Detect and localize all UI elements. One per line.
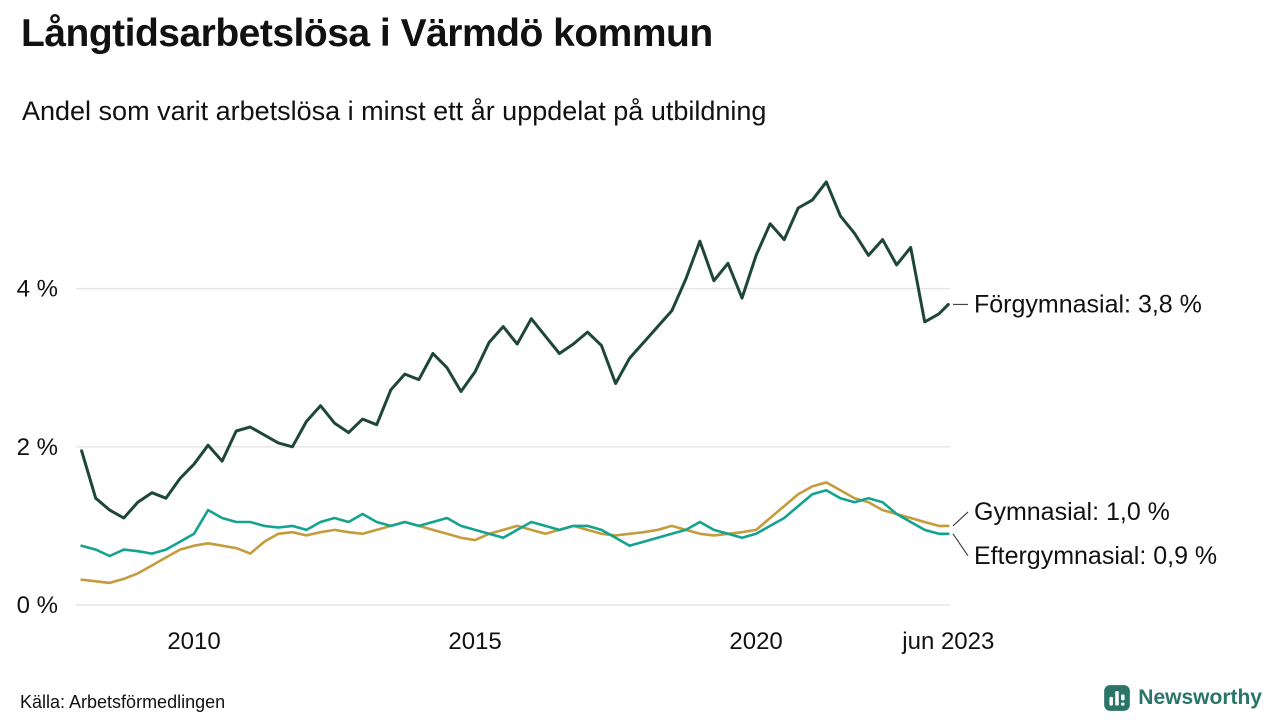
series-end-label-eftergymnasial: Eftergymnasial: 0,9 %: [974, 542, 1217, 570]
page-title: Långtidsarbetslösa i Värmdö kommun: [21, 12, 713, 55]
bar-chart-icon: [1104, 685, 1131, 711]
series-line-eftergymnasial: [80, 488, 950, 558]
label-connector: [952, 511, 969, 527]
series-line-förgymnasial: [80, 180, 950, 520]
label-connector: [952, 533, 969, 557]
newsworthy-logo: Newsworthy: [1103, 684, 1262, 712]
x-tick-label: 2010: [167, 628, 220, 655]
y-tick-label: 0 %: [17, 592, 58, 619]
brand-name: Newsworthy: [1138, 686, 1262, 709]
y-tick-label: 2 %: [17, 434, 58, 461]
series-end-label-förgymnasial: Förgymnasial: 3,8 %: [974, 290, 1202, 318]
source-note: Källa: Arbetsförmedlingen: [20, 692, 226, 712]
x-tick-label: 2020: [729, 628, 782, 655]
y-tick-label: 4 %: [17, 276, 58, 303]
x-tick-label: 2015: [448, 628, 501, 655]
series-line-gymnasial: [80, 481, 950, 585]
series-end-label-gymnasial: Gymnasial: 1,0 %: [974, 498, 1170, 526]
x-tick-label: jun 2023: [901, 628, 994, 655]
page-subtitle: Andel som varit arbetslösa i minst ett å…: [22, 96, 767, 126]
